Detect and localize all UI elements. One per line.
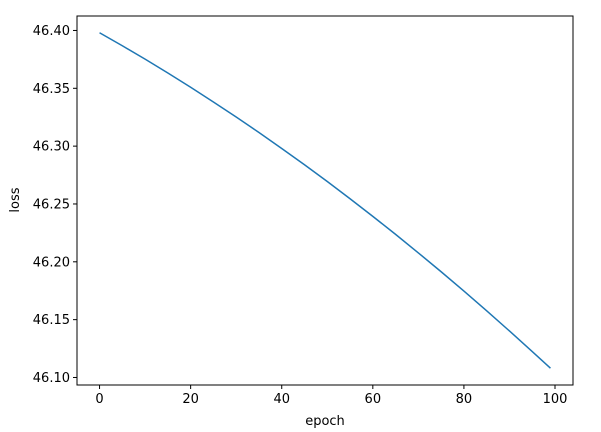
- x-tick-label: 40: [273, 392, 290, 407]
- y-tick-label: 46.30: [33, 140, 70, 155]
- x-tick-label: 80: [456, 392, 473, 407]
- y-axis-label: loss: [8, 187, 23, 212]
- x-tick-label: 0: [95, 392, 103, 407]
- x-axis: 0 20 40 60 80 100: [95, 385, 567, 407]
- y-tick-label: 46.35: [33, 82, 70, 97]
- loss-line: [99, 32, 551, 369]
- y-tick-label: 46.10: [33, 371, 70, 386]
- y-tick-label: 46.40: [33, 24, 70, 39]
- x-axis-label: epoch: [305, 414, 345, 429]
- x-tick-label: 60: [365, 392, 382, 407]
- x-tick-label: 100: [543, 392, 568, 407]
- plot-area: [99, 32, 551, 369]
- x-tick-label: 20: [182, 392, 199, 407]
- y-tick-label: 46.20: [33, 255, 70, 270]
- y-axis: 46.10 46.15 46.20 46.25 46.30 46.35 46.40: [33, 24, 77, 386]
- axes-frame: [76, 15, 574, 386]
- y-tick-label: 46.15: [33, 313, 70, 328]
- y-tick-label: 46.25: [33, 197, 70, 212]
